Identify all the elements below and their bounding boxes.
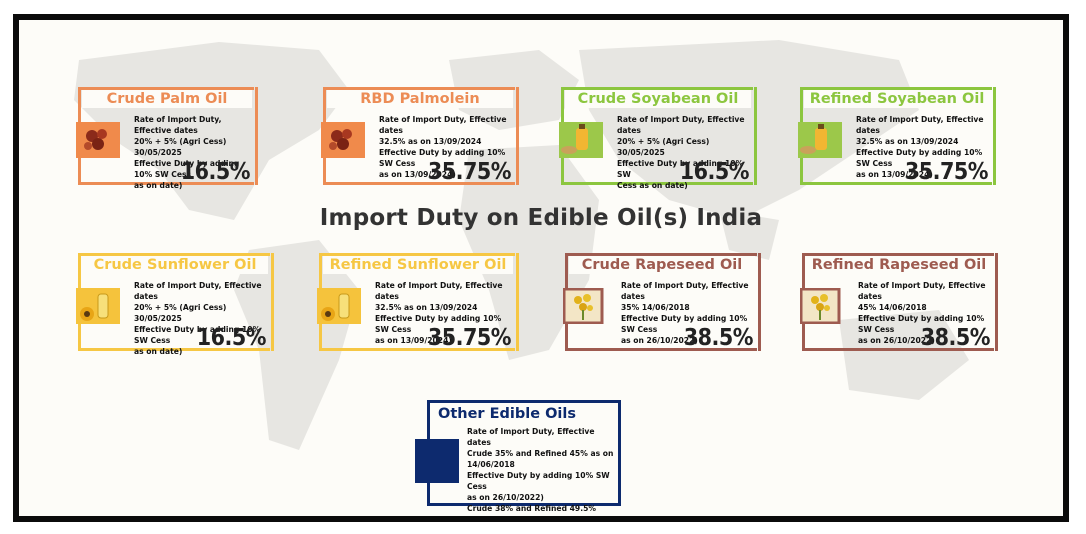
card-title: Refined Rapeseed Oil	[806, 256, 992, 274]
duty-value: 38.5%	[920, 325, 991, 351]
card-title: Refined Soyabean Oil	[804, 90, 990, 108]
infographic-frame: Import Duty on Edible Oil(s) India Crude…	[13, 14, 1069, 522]
rapeseed-flower-icon	[563, 288, 604, 324]
card-crude-rapeseed-oil: Crude Rapeseed Oil Rate of Import Duty, …	[563, 253, 761, 353]
card-crude-soyabean-oil: Crude Soyabean Oil Rate of Import Duty, …	[559, 87, 757, 190]
card-title: Crude Sunflower Oil	[82, 256, 268, 274]
duty-value: 35.75%	[427, 159, 512, 185]
duty-value: 38.5%	[683, 325, 754, 351]
card-title: Crude Soyabean Oil	[565, 90, 751, 108]
soybean-oil-icon	[559, 122, 603, 158]
duty-value: 16.5%	[196, 325, 267, 351]
soybean-oil-icon	[798, 122, 842, 158]
card-title: RBD Palmolein	[327, 90, 513, 108]
card-crude-sunflower-oil: Crude Sunflower Oil Rate of Import Duty,…	[76, 253, 274, 356]
page-title: Import Duty on Edible Oil(s) India	[319, 205, 763, 231]
navy-square-icon	[415, 439, 459, 483]
duty-value: 16.5%	[180, 159, 251, 185]
palm-fruit-icon	[321, 122, 365, 158]
duty-value: 16.5%	[679, 159, 750, 185]
card-rbd-palmolein: RBD Palmolein Rate of Import Duty, Effec…	[321, 87, 519, 187]
duty-value: 35.75%	[427, 325, 512, 351]
card-title: Refined Sunflower Oil	[323, 256, 513, 274]
card-refined-rapeseed-oil: Refined Rapeseed Oil Rate of Import Duty…	[800, 253, 998, 353]
card-refined-soyabean-oil: Refined Soyabean Oil Rate of Import Duty…	[798, 87, 996, 187]
palm-fruit-icon	[76, 122, 120, 158]
card-crude-palm-oil: Crude Palm Oil Rate of Import Duty, Effe…	[76, 87, 258, 190]
card-other-edible-oils: Other Edible Oils Rate of Import Duty, E…	[415, 400, 621, 513]
rapeseed-flower-icon	[800, 288, 841, 324]
card-refined-sunflower-oil: Refined Sunflower Oil Rate of Import Dut…	[317, 253, 519, 353]
card-title: Other Edible Oils	[435, 405, 579, 423]
sunflower-oil-icon	[317, 288, 361, 324]
sunflower-oil-icon	[76, 288, 120, 324]
card-title: Crude Rapeseed Oil	[569, 256, 755, 274]
duty-value: 35.75%	[904, 159, 989, 185]
card-title: Crude Palm Oil	[82, 90, 252, 108]
